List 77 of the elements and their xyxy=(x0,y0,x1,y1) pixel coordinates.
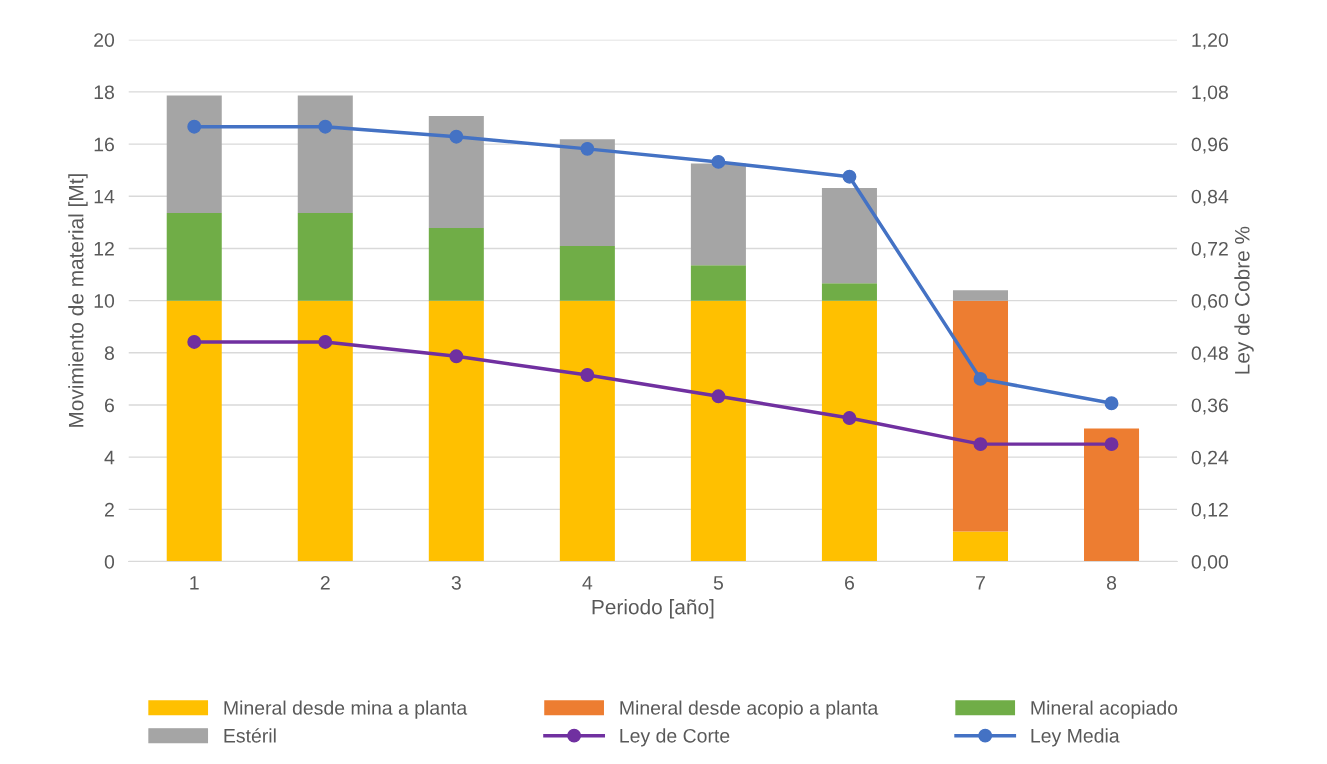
point xyxy=(842,411,857,425)
bar xyxy=(428,228,484,301)
y-tick-label: 10 xyxy=(94,294,115,308)
x-tick-label: 7 xyxy=(976,576,985,590)
bar xyxy=(821,187,877,284)
bar xyxy=(297,300,353,562)
y2-tick-label: 0,24 xyxy=(1191,450,1229,467)
y2-tick-label: 0,60 xyxy=(1191,294,1229,311)
y-tick-label: 4 xyxy=(104,450,115,465)
bar xyxy=(428,300,484,562)
x-axis-title: Periodo [año] xyxy=(592,599,714,619)
y2-tick-label: 0,36 xyxy=(1191,398,1228,415)
point xyxy=(187,334,202,349)
y2-axis-title: Ley de Cobre % xyxy=(1234,226,1254,374)
legend-label: Mineral desde mina a planta xyxy=(224,700,468,719)
bar xyxy=(690,163,746,266)
y2-tick-label: 1,20 xyxy=(1192,33,1229,50)
bar xyxy=(166,95,222,213)
point xyxy=(318,334,333,349)
legend-label: Mineral desde acopio a planta xyxy=(620,700,879,719)
point xyxy=(1104,396,1119,411)
y-tick-label: 16 xyxy=(94,137,114,152)
point xyxy=(449,129,464,144)
point xyxy=(187,119,202,134)
bar xyxy=(952,531,1009,562)
point xyxy=(1104,437,1119,452)
bar xyxy=(559,246,615,301)
point xyxy=(318,119,333,134)
x-tick-label: 8 xyxy=(1106,575,1117,590)
y-axis-title: Movimiento de material [Mt] xyxy=(68,174,88,427)
y2-tick-label: 0,48 xyxy=(1191,346,1228,363)
legend-label: Mineral acopiado xyxy=(1031,700,1178,719)
y-tick-label: 6 xyxy=(105,398,114,413)
x-tick-label: 1 xyxy=(190,576,199,590)
bar xyxy=(952,300,1009,532)
y2-tick-label: 0,96 xyxy=(1191,137,1228,154)
y2-tick-label: 0,72 xyxy=(1191,241,1228,258)
legend-label: Ley Media xyxy=(1031,728,1120,747)
y-tick-label: 20 xyxy=(94,33,115,47)
bar xyxy=(297,212,353,301)
y-tick-label: 0 xyxy=(104,555,115,569)
point xyxy=(973,437,988,452)
y-tick-label: 14 xyxy=(94,189,115,204)
bar xyxy=(690,265,746,301)
bar xyxy=(559,139,615,247)
y-tick-label: 2 xyxy=(105,502,114,517)
y2-tick-label: 0,12 xyxy=(1191,502,1228,519)
point xyxy=(449,349,464,364)
point xyxy=(842,169,857,184)
bar xyxy=(166,300,222,562)
x-tick-label: 3 xyxy=(451,575,461,590)
y-tick-label: 8 xyxy=(104,346,114,361)
bar xyxy=(297,95,353,213)
y2-tick-label: 1,08 xyxy=(1192,85,1228,102)
x-tick-label: 6 xyxy=(845,575,854,590)
legend-label: Ley de Corte xyxy=(620,728,730,747)
point xyxy=(973,371,988,386)
point xyxy=(580,141,595,156)
bar xyxy=(952,290,1009,301)
y2-tick-label: 0,00 xyxy=(1191,555,1229,572)
point xyxy=(580,368,595,382)
bar xyxy=(821,283,877,301)
x-tick-label: 2 xyxy=(320,575,330,590)
x-tick-label: 4 xyxy=(582,576,593,590)
point xyxy=(711,154,726,169)
bar xyxy=(690,300,746,562)
bar xyxy=(559,300,615,562)
point xyxy=(711,389,726,404)
bar xyxy=(821,300,877,562)
bar xyxy=(166,212,222,301)
bar xyxy=(428,115,484,229)
y-tick-label: 18 xyxy=(94,85,114,100)
y-tick-label: 12 xyxy=(94,241,114,256)
bar xyxy=(1084,428,1140,562)
legend-label: Estéril xyxy=(224,728,276,743)
y2-tick-label: 0,84 xyxy=(1191,189,1229,206)
x-tick-label: 5 xyxy=(713,576,723,590)
